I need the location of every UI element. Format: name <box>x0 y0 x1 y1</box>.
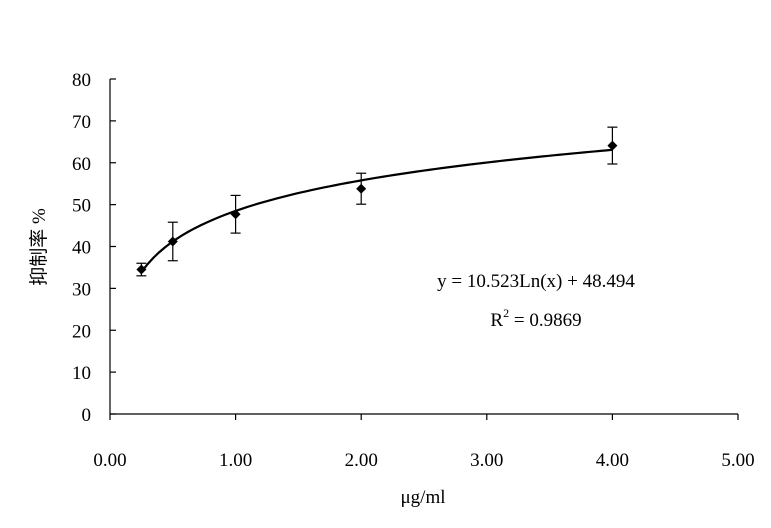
x-tick-label: 1.00 <box>219 450 252 471</box>
y-tick-label: 70 <box>72 112 91 133</box>
x-tick-label: 3.00 <box>470 450 503 471</box>
y-tick-label: 50 <box>72 196 91 217</box>
r2-prefix: R <box>490 310 503 331</box>
trendline-layer <box>140 148 613 273</box>
x-tick-label: 2.00 <box>345 450 378 471</box>
y-tick-label: 60 <box>72 154 91 175</box>
diamond-marker <box>230 209 241 220</box>
y-axis-label: 抑制率 % <box>28 208 50 286</box>
data-point <box>136 262 147 277</box>
data-point <box>230 194 241 234</box>
r-squared-label: R2 = 0.9869 <box>490 306 581 331</box>
trend-equation: y = 10.523Ln(x) + 48.494 <box>437 271 635 292</box>
ticks: 0 10 20 30 40 50 60 70 80 0.00 1.00 2.00 3.00 4.00 5.0… <box>72 70 755 471</box>
y-tick-label: 0 <box>82 405 92 426</box>
y-tick-label: 10 <box>72 363 91 384</box>
r2-value: = 0.9869 <box>509 310 581 331</box>
diamond-marker <box>167 236 178 247</box>
y-tick-label: 20 <box>72 321 91 342</box>
y-tick-label: 40 <box>72 238 91 259</box>
diamond-marker <box>607 140 618 151</box>
diamond-marker <box>136 264 147 275</box>
axes <box>109 79 738 415</box>
r2-exponent: 2 <box>503 306 509 320</box>
x-axis-label: μg/ml <box>400 487 445 508</box>
trendline <box>140 148 613 273</box>
diamond-marker <box>356 183 367 194</box>
data-point <box>356 172 367 205</box>
data-point <box>607 126 618 165</box>
y-tick-label: 80 <box>72 70 91 91</box>
x-tick-label: 4.00 <box>596 450 629 471</box>
data-point <box>167 221 178 262</box>
y-tick-label: 30 <box>72 279 91 300</box>
x-tick-label: 5.00 <box>721 450 754 471</box>
data-points <box>136 126 618 277</box>
x-tick-label: 0.00 <box>93 450 126 471</box>
